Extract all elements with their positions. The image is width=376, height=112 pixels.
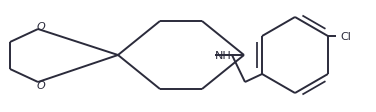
Text: O: O <box>36 80 45 90</box>
Text: NH: NH <box>215 51 231 60</box>
Text: O: O <box>36 22 45 32</box>
Text: Cl: Cl <box>341 32 351 42</box>
